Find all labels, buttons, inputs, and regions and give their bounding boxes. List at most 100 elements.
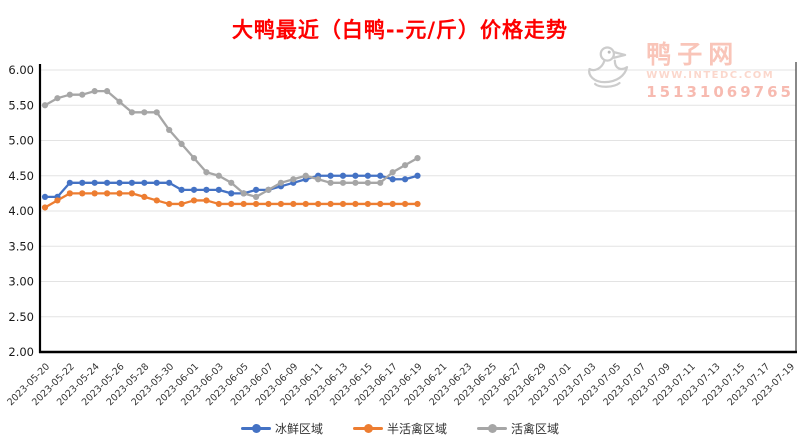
data-point[interactable]: 活禽区域 2023-06-17: 4.55: [389, 169, 396, 176]
y-tick-label: 4.50: [8, 169, 34, 183]
data-point[interactable]: 活禽区域 2023-05-27: 5.40: [128, 109, 136, 116]
data-point[interactable]: 冰鲜区域 2023-06-17: 4.45: [389, 176, 396, 183]
data-point[interactable]: 活禽区域 2023-05-28: 5.40: [141, 109, 148, 116]
data-point[interactable]: 活禽区域 2023-06-09: 4.45: [290, 176, 297, 183]
data-point[interactable]: 活禽区域 2023-05-25: 5.70: [103, 88, 111, 95]
data-point[interactable]: 活禽区域 2023-06-12: 4.40: [327, 179, 334, 186]
data-point[interactable]: 活禽区域 2023-06-10: 4.50: [302, 172, 309, 179]
data-point[interactable]: 冰鲜区域 2023-05-26: 4.40: [116, 179, 123, 186]
data-point[interactable]: 冰鲜区域 2023-05-23: 4.40: [79, 179, 86, 186]
data-point[interactable]: 活禽区域 2023-05-22: 5.65: [66, 91, 73, 98]
y-tick-label: 5.00: [8, 134, 34, 148]
data-point[interactable]: 半活禽区域 2023-06-04: 4.10: [228, 200, 235, 208]
data-point[interactable]: 活禽区域 2023-06-08: 4.40: [277, 179, 285, 186]
data-point[interactable]: 活禽区域 2023-06-06: 4.20: [252, 193, 260, 200]
data-point[interactable]: 冰鲜区域 2023-06-14: 4.50: [352, 172, 359, 179]
data-point[interactable]: 半活禽区域 2023-06-13: 4.10: [339, 200, 347, 208]
data-point[interactable]: 活禽区域 2023-06-01: 4.75: [190, 155, 198, 162]
data-point[interactable]: 冰鲜区域 2023-05-24: 4.40: [91, 179, 98, 186]
data-point[interactable]: 冰鲜区域 2023-06-03: 4.30: [215, 186, 222, 193]
data-point[interactable]: 半活禽区域 2023-06-08: 4.10: [277, 200, 285, 208]
data-point[interactable]: 半活禽区域 2023-05-30: 4.10: [166, 200, 173, 208]
data-point[interactable]: 活禽区域 2023-06-16: 4.40: [377, 179, 384, 186]
data-point[interactable]: 半活禽区域 2023-05-29: 4.15: [153, 197, 160, 204]
data-point[interactable]: 冰鲜区域 2023-05-31: 4.30: [178, 186, 185, 193]
data-point[interactable]: 半活禽区域 2023-06-02: 4.15: [203, 197, 210, 204]
data-point[interactable]: 半活禽区域 2023-05-26: 4.25: [116, 190, 123, 197]
data-point[interactable]: 半活禽区域 2023-06-05: 4.10: [240, 200, 247, 208]
y-tick-label: 2.00: [8, 345, 34, 359]
data-point[interactable]: 半活禽区域 2023-06-17: 4.10: [389, 200, 396, 208]
data-point[interactable]: 半活禽区域 2023-05-27: 4.25: [128, 190, 136, 197]
data-point[interactable]: 活禽区域 2023-05-23: 5.65: [79, 91, 86, 98]
data-point[interactable]: 半活禽区域 2023-06-19: 4.10: [414, 200, 421, 208]
data-point[interactable]: 活禽区域 2023-06-03: 4.50: [215, 172, 222, 179]
data-point[interactable]: 半活禽区域 2023-06-12: 4.10: [327, 200, 334, 208]
data-point[interactable]: 活禽区域 2023-06-18: 4.65: [401, 162, 409, 169]
data-point[interactable]: 半活禽区域 2023-05-25: 4.25: [103, 190, 111, 197]
data-point[interactable]: 冰鲜区域 2023-05-22: 4.40: [66, 179, 73, 186]
data-point[interactable]: 活禽区域 2023-06-05: 4.25: [240, 190, 247, 197]
legend-marker-icon: [240, 424, 271, 433]
data-point[interactable]: 活禽区域 2023-05-31: 4.95: [178, 140, 185, 148]
data-point[interactable]: 冰鲜区域 2023-06-01: 4.30: [190, 186, 198, 193]
data-point[interactable]: 活禽区域 2023-05-26: 5.55: [116, 98, 123, 105]
data-point[interactable]: 冰鲜区域 2023-06-12: 4.50: [327, 172, 334, 179]
data-point[interactable]: 活禽区域 2023-06-11: 4.45: [315, 176, 322, 183]
data-point[interactable]: 活禽区域 2023-06-07: 4.30: [265, 186, 272, 193]
data-point[interactable]: 冰鲜区域 2023-05-20: 4.20: [41, 193, 49, 200]
data-point[interactable]: 活禽区域 2023-05-24: 5.70: [91, 88, 98, 95]
data-point[interactable]: 冰鲜区域 2023-06-13: 4.50: [339, 172, 347, 179]
data-point[interactable]: 半活禽区域 2023-06-03: 4.10: [215, 200, 222, 208]
data-point[interactable]: 半活禽区域 2023-05-20: 4.05: [41, 204, 49, 211]
legend-label: 活禽区域: [511, 422, 560, 436]
data-point[interactable]: 半活禽区域 2023-05-24: 4.25: [91, 190, 98, 197]
data-point[interactable]: 半活禽区域 2023-06-15: 4.10: [364, 200, 371, 208]
data-point[interactable]: 活禽区域 2023-05-30: 5.15: [166, 126, 173, 134]
data-point[interactable]: 活禽区域 2023-06-02: 4.55: [203, 169, 210, 176]
data-point[interactable]: 冰鲜区域 2023-06-16: 4.50: [377, 172, 384, 179]
data-point[interactable]: 活禽区域 2023-06-04: 4.40: [228, 179, 235, 186]
price-line-chart: 2.002.503.003.504.004.505.005.506.002023…: [5, 62, 797, 408]
data-point[interactable]: 活禽区域 2023-05-29: 5.40: [153, 109, 160, 116]
data-point[interactable]: 冰鲜区域 2023-06-04: 4.25: [228, 190, 235, 197]
data-point[interactable]: 半活禽区域 2023-06-14: 4.10: [352, 200, 359, 208]
legend-item-bingxian[interactable]: 冰鲜区域: [240, 420, 323, 437]
data-point[interactable]: 冰鲜区域 2023-05-27: 4.40: [128, 179, 136, 186]
data-point[interactable]: 冰鲜区域 2023-05-29: 4.40: [153, 179, 160, 186]
data-point[interactable]: 半活禽区域 2023-06-01: 4.15: [190, 197, 198, 204]
legend-item-huoqin[interactable]: 活禽区域: [477, 420, 559, 437]
data-point[interactable]: 半活禽区域 2023-05-31: 4.10: [178, 200, 185, 208]
data-point[interactable]: 冰鲜区域 2023-06-02: 4.30: [203, 186, 210, 193]
y-tick-label: 3.50: [8, 239, 34, 253]
legend-label: 半活禽区域: [386, 422, 447, 436]
data-point[interactable]: 冰鲜区域 2023-06-19: 4.50: [414, 172, 421, 179]
data-point[interactable]: 半活禽区域 2023-05-21: 4.15: [54, 197, 61, 204]
data-point[interactable]: 半活禽区域 2023-06-11: 4.10: [315, 200, 322, 208]
data-point[interactable]: 半活禽区域 2023-05-28: 4.20: [141, 193, 148, 200]
data-point[interactable]: 半活禽区域 2023-06-18: 4.10: [401, 200, 409, 208]
data-point[interactable]: 冰鲜区域 2023-06-06: 4.30: [252, 186, 260, 193]
data-point[interactable]: 半活禽区域 2023-05-23: 4.25: [79, 190, 86, 197]
data-point[interactable]: 半活禽区域 2023-06-10: 4.10: [302, 200, 309, 208]
data-point[interactable]: 活禽区域 2023-06-19: 4.75: [414, 155, 421, 162]
data-point[interactable]: 半活禽区域 2023-06-09: 4.10: [290, 200, 297, 208]
data-point[interactable]: 半活禽区域 2023-05-22: 4.25: [66, 190, 73, 197]
data-point[interactable]: 冰鲜区域 2023-05-30: 4.40: [166, 179, 173, 186]
data-point[interactable]: 冰鲜区域 2023-06-15: 4.50: [364, 172, 371, 179]
data-point[interactable]: 活禽区域 2023-05-21: 5.60: [54, 95, 61, 102]
data-point[interactable]: 活禽区域 2023-05-20: 5.50: [41, 102, 49, 109]
data-point[interactable]: 活禽区域 2023-06-13: 4.40: [339, 179, 347, 186]
chart-title: 大鸭最近（白鸭--元/斤）价格走势: [231, 18, 569, 42]
data-point[interactable]: 冰鲜区域 2023-05-28: 4.40: [141, 179, 148, 186]
data-point[interactable]: 半活禽区域 2023-06-06: 4.10: [252, 200, 260, 208]
legend-item-banhuoqin[interactable]: 半活禽区域: [352, 420, 447, 437]
data-point[interactable]: 半活禽区域 2023-06-16: 4.10: [377, 200, 384, 208]
data-point[interactable]: 冰鲜区域 2023-05-25: 4.40: [103, 179, 111, 186]
data-point[interactable]: 活禽区域 2023-06-15: 4.40: [364, 179, 371, 186]
data-point[interactable]: 活禽区域 2023-06-14: 4.40: [352, 179, 359, 186]
legend-marker-icon: [477, 424, 507, 433]
data-point[interactable]: 半活禽区域 2023-06-07: 4.10: [265, 200, 272, 208]
data-point[interactable]: 冰鲜区域 2023-06-18: 4.45: [401, 176, 409, 183]
y-tick-label: 2.50: [8, 310, 34, 324]
